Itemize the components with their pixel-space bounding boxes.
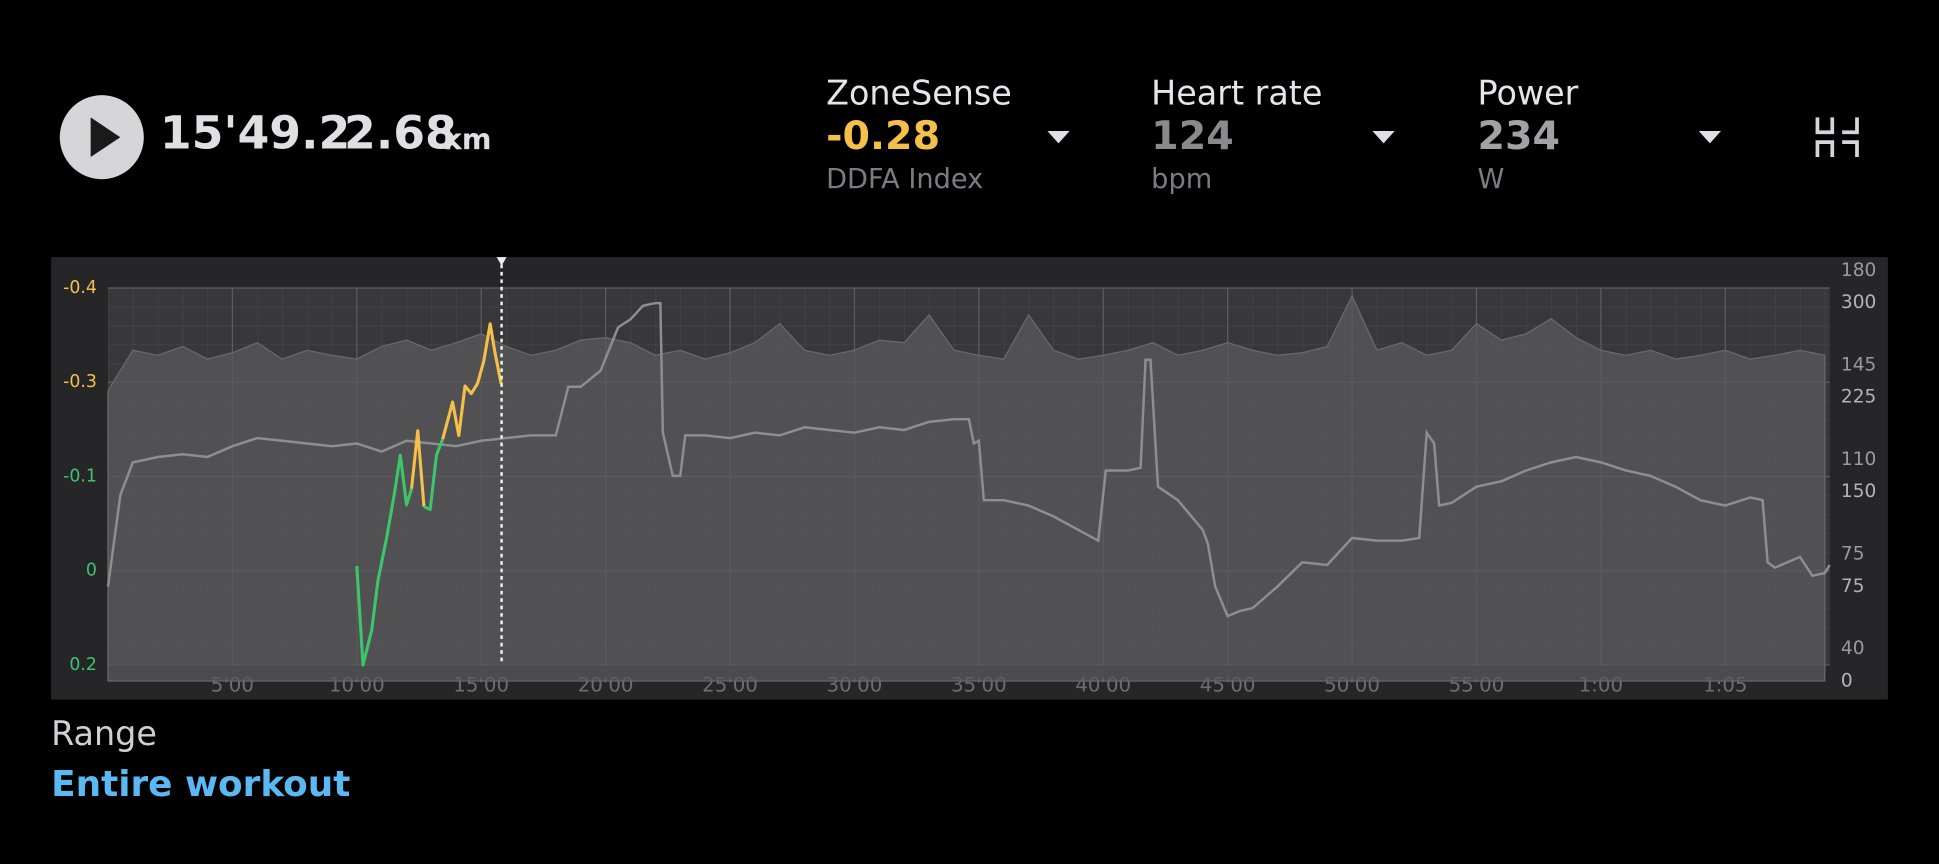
y-tick-label: -0.3 [63, 372, 97, 392]
distance: 2.68 [344, 106, 457, 159]
metric-value: -0.28 [826, 113, 940, 159]
y3-tick-label: 75 [1841, 576, 1865, 597]
metric-selector[interactable]: ZoneSense-0.28 DDFA Index [826, 74, 1070, 195]
zonesense-line [409, 429, 426, 507]
y-tick-label: -0.1 [63, 466, 97, 486]
y2-tick-label: 40 [1841, 638, 1865, 659]
y-tick-label: -0.4 [63, 278, 97, 298]
metric-label: ZoneSense [826, 74, 1012, 113]
dropdown-arrow[interactable] [1047, 131, 1070, 144]
play-icon [90, 117, 121, 157]
range-label: Range [51, 714, 157, 753]
y2-tick-label: 110 [1841, 449, 1876, 470]
power-area [107, 294, 1826, 682]
range-value[interactable]: Entire workout [51, 764, 350, 805]
plot: -0.4-0.3-0.100.25'00 10'00 15'00 20'00 25'00… [63, 257, 1876, 697]
cursor-handle[interactable] [496, 257, 507, 266]
dropdown-arrow[interactable] [1698, 131, 1722, 144]
y3-tick-label: 150 [1841, 481, 1876, 502]
y3-tick-label: 0 [1841, 671, 1853, 692]
metric-label: Power [1478, 74, 1579, 113]
dropdown-arrow[interactable] [1372, 131, 1395, 144]
collapse-icon[interactable] [1815, 117, 1859, 157]
y-tick-label: 0 [86, 561, 97, 581]
zonesense-line [441, 322, 503, 440]
y3-tick-label: 300 [1841, 292, 1876, 313]
metric-unit: DDFA Index [826, 164, 983, 195]
y2-tick-label: 180 [1841, 260, 1876, 281]
metric-unit: bpm [1151, 164, 1212, 195]
metric-label: Heart rate [1151, 74, 1322, 113]
y2-tick-label: 75 [1841, 544, 1865, 565]
metric-unit: W [1478, 164, 1505, 195]
y-tick-label: 0.2 [69, 655, 97, 675]
collapse-button[interactable] [1815, 117, 1859, 157]
distance-unit: km [443, 123, 492, 156]
y2-tick-label: 145 [1841, 355, 1876, 376]
metric-value: 234 [1478, 113, 1561, 159]
play-button[interactable] [59, 95, 144, 180]
heart-rate-line [106, 301, 1831, 618]
metric-value: 124 [1151, 113, 1234, 159]
y3-tick-label: 225 [1841, 386, 1876, 407]
zonesense-line [355, 453, 414, 667]
elapsed-time: 15'49.2 [160, 106, 350, 159]
zonesense-line [423, 438, 445, 512]
